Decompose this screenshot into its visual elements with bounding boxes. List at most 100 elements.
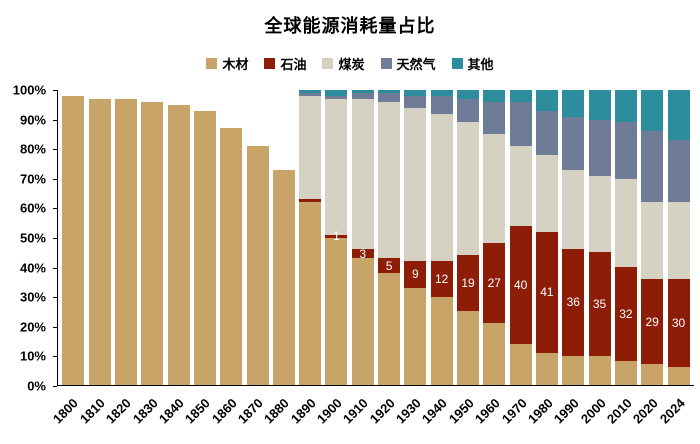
bar-2024: 30 xyxy=(667,90,690,385)
chart-legend: 木材 石油 煤炭 天然气 其他 xyxy=(0,54,700,73)
bar-1970: 40 xyxy=(509,90,532,385)
segment-wood-1900 xyxy=(325,237,348,385)
segment-gas-1960 xyxy=(483,101,506,135)
segment-wood-1970 xyxy=(509,343,532,385)
segment-oil-1950 xyxy=(457,255,479,312)
bar-label-1960: 27 xyxy=(487,276,501,291)
segment-wood-1990 xyxy=(562,355,585,385)
y-axis-tick xyxy=(53,208,57,210)
segment-gas-1900 xyxy=(325,95,348,99)
bar-label-2024: 30 xyxy=(671,316,686,331)
segment-coal-1890 xyxy=(299,95,322,200)
bar-1940: 12 xyxy=(430,90,453,385)
chart-title: 全球能源消耗量占比 xyxy=(264,16,436,36)
segment-oil-1990 xyxy=(562,249,585,356)
segment-other-2000 xyxy=(588,90,611,120)
bar-1810 xyxy=(88,90,111,385)
bar-label-2020: 29 xyxy=(645,314,659,329)
segment-wood-1830 xyxy=(141,101,164,385)
segment-gas-1970 xyxy=(509,101,532,147)
segment-gas-1950 xyxy=(457,98,479,123)
segment-gas-1910 xyxy=(351,92,374,99)
segment-wood-1910 xyxy=(351,258,374,385)
bar-2010: 32 xyxy=(614,90,637,385)
legend-label-other: 其他 xyxy=(467,57,494,72)
segment-oil-1900 xyxy=(325,234,348,238)
y-axis-tick xyxy=(53,119,57,121)
legend-item-gas: 天然气 xyxy=(380,54,436,73)
segment-gas-1920 xyxy=(378,92,401,102)
legend-item-other: 其他 xyxy=(451,54,494,73)
segment-gas-1980 xyxy=(535,110,558,155)
segment-other-2020 xyxy=(641,90,664,132)
segment-oil-1890 xyxy=(299,199,322,203)
segment-wood-1960 xyxy=(483,323,506,385)
bar-1960: 27 xyxy=(483,90,506,385)
segment-oil-2010 xyxy=(614,267,637,362)
legend-swatch-coal xyxy=(322,58,334,69)
bar-1920: 5 xyxy=(378,90,401,385)
bar-label-1980: 41 xyxy=(540,285,554,300)
segment-wood-1810 xyxy=(88,98,111,385)
segment-coal-2010 xyxy=(614,178,637,267)
legend-item-coal: 煤炭 xyxy=(322,54,365,73)
x-axis-label-1800: 1800 xyxy=(50,395,82,427)
legend-swatch-wood xyxy=(206,58,218,69)
segment-wood-1860 xyxy=(220,128,243,385)
y-axis-label-60pct: 60% xyxy=(19,200,46,216)
segment-gas-1930 xyxy=(404,95,427,108)
bar-2000: 35 xyxy=(588,90,611,385)
plot-area: 1 3 5 9 12 19 27 40 41 36 35 32 29 30 xyxy=(57,90,694,386)
segment-oil-1930 xyxy=(404,261,427,288)
segment-wood-1840 xyxy=(167,104,190,385)
x-axis-slot-2024: 2024 xyxy=(657,388,690,444)
y-axis-tick xyxy=(53,386,57,387)
segment-oil-1980 xyxy=(535,231,558,353)
bar-label-2010: 32 xyxy=(619,307,633,322)
segment-gas-2010 xyxy=(614,122,637,179)
y-axis-label-40pct: 40% xyxy=(19,260,46,276)
y-axis-label-20pct: 20% xyxy=(19,319,46,335)
segment-other-1930 xyxy=(404,90,427,96)
bar-1880 xyxy=(272,90,295,385)
bar-2020: 29 xyxy=(641,90,664,385)
segment-wood-2020 xyxy=(641,364,664,385)
bar-1800 xyxy=(62,90,85,385)
segment-coal-1940 xyxy=(430,113,453,262)
bar-label-1930: 9 xyxy=(412,267,419,282)
segment-other-1990 xyxy=(562,90,585,117)
bar-label-2000: 35 xyxy=(592,296,607,311)
segment-coal-2000 xyxy=(588,175,611,253)
segment-other-1970 xyxy=(509,90,532,102)
segment-wood-1950 xyxy=(457,311,479,385)
segment-coal-1920 xyxy=(378,101,401,259)
y-axis-label-100pct: 100% xyxy=(12,82,46,98)
segment-other-1890 xyxy=(299,90,322,93)
segment-coal-1980 xyxy=(535,154,558,232)
bar-label-1990: 36 xyxy=(566,295,580,310)
bar-label-1970: 40 xyxy=(513,277,528,292)
segment-gas-1990 xyxy=(562,116,585,170)
segment-coal-1930 xyxy=(404,107,427,262)
bar-1930: 9 xyxy=(404,90,427,385)
segment-other-1920 xyxy=(378,90,401,93)
y-axis-tick xyxy=(53,356,57,358)
bar-label-1900: 1 xyxy=(333,229,340,244)
segment-other-1900 xyxy=(325,90,348,96)
y-axis-label-0pct: 0% xyxy=(27,378,46,394)
y-axis-label-80pct: 80% xyxy=(19,141,46,157)
y-axis-tick xyxy=(53,326,57,328)
segment-coal-1900 xyxy=(325,98,348,235)
y-axis-label-50pct: 50% xyxy=(19,230,46,246)
bar-1820 xyxy=(114,90,137,385)
segment-other-1910 xyxy=(351,90,374,93)
legend-label-oil: 石油 xyxy=(280,57,307,72)
segment-oil-1910 xyxy=(351,249,374,259)
bar-1830 xyxy=(141,90,164,385)
segment-wood-2024 xyxy=(667,367,690,385)
segment-oil-2020 xyxy=(641,278,664,365)
bar-1910: 3 xyxy=(351,90,374,385)
segment-other-1950 xyxy=(457,90,479,99)
segment-gas-2024 xyxy=(667,140,690,203)
